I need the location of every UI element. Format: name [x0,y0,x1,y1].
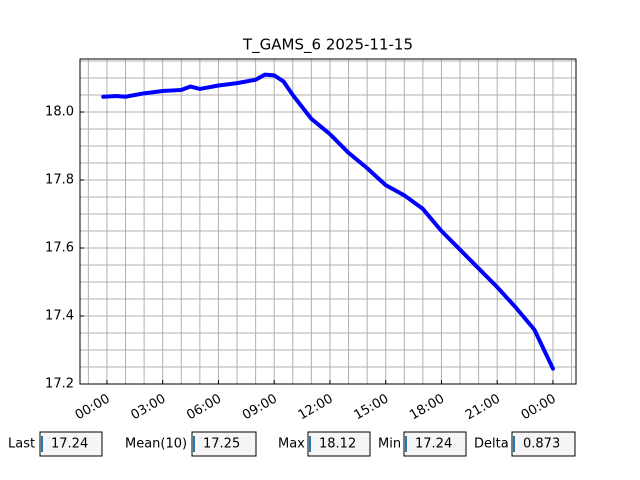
stat-box[interactable] [403,431,467,457]
stat-box[interactable] [307,431,371,457]
data-line [101,72,555,371]
stat-label: Max [278,437,305,452]
y-tick-label: 17.8 [45,173,74,188]
y-tick-label: 17.2 [45,377,74,392]
stat-value: 17.24 [415,437,452,452]
y-tick-label: 17.6 [45,241,74,256]
stat-value: 17.25 [203,437,240,452]
stat-box[interactable] [39,431,103,457]
stat-label: Min [378,437,401,452]
stat-box[interactable] [511,431,576,457]
stat-label: Mean(10) [125,437,187,452]
y-tick-label: 18.0 [45,105,74,120]
plot-frame [79,58,577,385]
stat-label: Last [8,437,35,452]
stat-value: 18.12 [319,437,356,452]
stat-value: 17.24 [51,437,88,452]
stat-label: Delta [474,437,509,452]
y-tick-label: 17.4 [45,309,74,324]
stat-value: 0.873 [523,437,560,452]
chart-title: T_GAMS_6 2025-11-15 [242,36,413,55]
stat-box[interactable] [191,431,257,457]
